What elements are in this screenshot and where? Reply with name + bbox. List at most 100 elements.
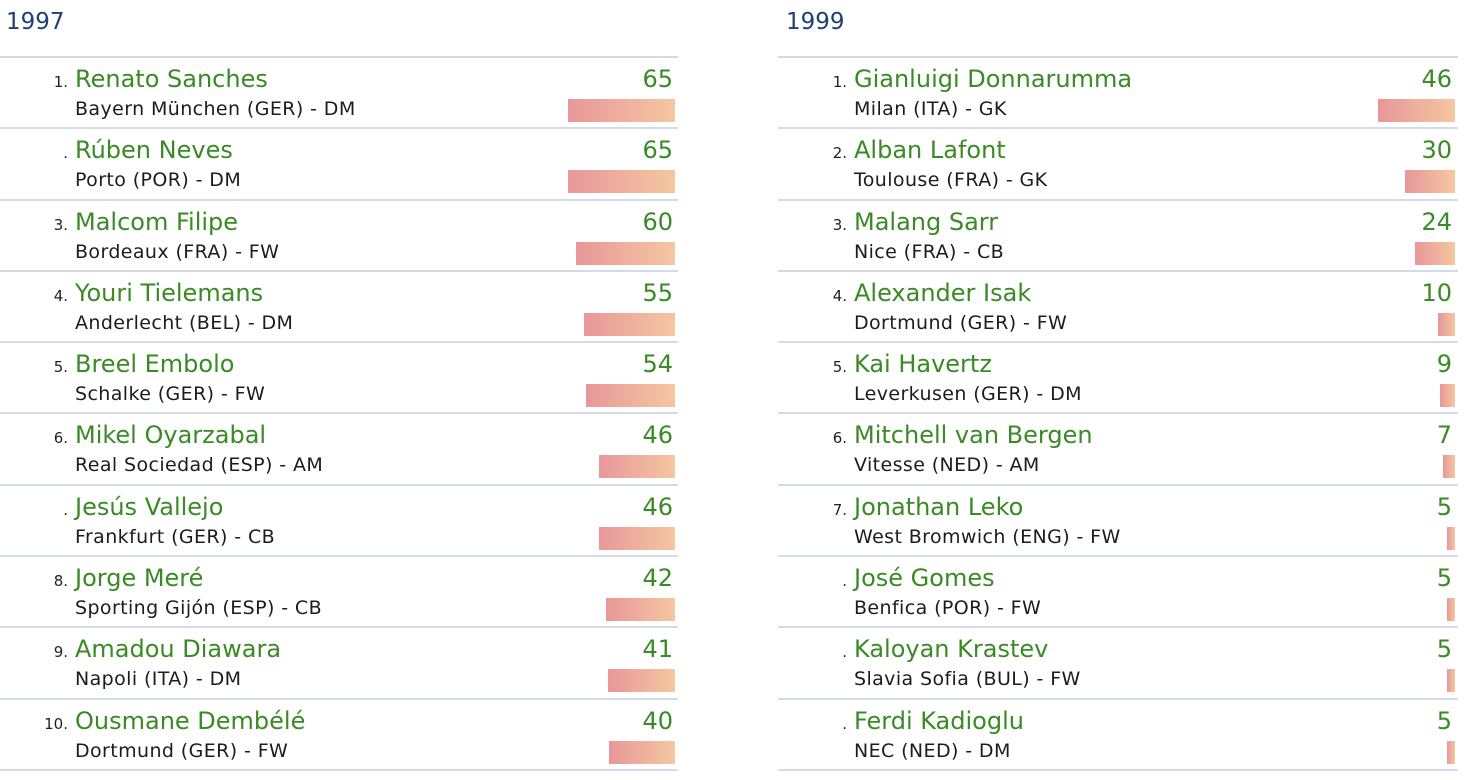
score-bar xyxy=(1440,384,1455,408)
player-rank: 10. xyxy=(44,714,68,733)
player-name[interactable]: Gianluigi Donnarumma xyxy=(854,65,1133,93)
player-row[interactable]: . Kaloyan Krastev Slavia Sofia (BUL) - FW 5 xyxy=(778,628,1458,700)
player-row[interactable]: 5. Kai Havertz Leverkusen (GER) - DM 9 xyxy=(778,343,1458,415)
player-club-position: Vitesse (NED) - AM xyxy=(854,454,1040,477)
score-bar xyxy=(599,526,675,550)
player-name[interactable]: Jesús Vallejo xyxy=(75,492,224,521)
player-rank: . xyxy=(63,144,68,163)
score-bar xyxy=(1415,241,1455,265)
player-rank: . xyxy=(842,572,847,591)
score-bar xyxy=(1447,526,1455,550)
player-rank: 5. xyxy=(832,358,847,377)
player-rank: 7. xyxy=(832,500,847,519)
player-club-position: Anderlecht (BEL) - DM xyxy=(75,311,294,334)
player-score: 5 xyxy=(1436,706,1452,735)
player-name[interactable]: Ferdi Kadioglu xyxy=(854,706,1024,735)
score-bar xyxy=(609,740,675,764)
player-score: 5 xyxy=(1436,564,1452,593)
player-row[interactable]: . Jesús Vallejo Frankfurt (GER) - CB 46 xyxy=(0,486,678,558)
score-bar xyxy=(584,312,675,336)
column-year-heading: 1997 xyxy=(0,0,678,58)
player-rank: 2. xyxy=(832,144,847,163)
player-club-position: NEC (NED) - DM xyxy=(854,739,1011,762)
player-list: 1. Renato Sanches Bayern München (GER) - D… xyxy=(0,58,678,771)
player-row[interactable]: 3. Malang Sarr Nice (FRA) - CB 24 xyxy=(778,201,1458,272)
score-bar xyxy=(586,384,675,408)
player-row[interactable]: . Ferdi Kadioglu NEC (NED) - DM 5 xyxy=(778,700,1458,771)
ranking-column-1997: 1997 1. Renato Sanches Bayern München (GER… xyxy=(0,0,678,771)
player-name[interactable]: Rúben Neves xyxy=(75,136,233,165)
player-rank: 4. xyxy=(53,286,68,305)
player-name[interactable]: Kaloyan Krastev xyxy=(854,635,1049,664)
player-name[interactable]: Youri Tielemans xyxy=(75,278,264,307)
player-row[interactable]: 10. Ousmane Dembélé Dortmund (GER) - FW 40 xyxy=(0,700,678,771)
player-row[interactable]: 8. Jorge Meré Sporting Gijón (ESP) - CB 42 xyxy=(0,557,678,629)
player-rank: 1. xyxy=(832,73,847,91)
score-bar xyxy=(568,170,675,194)
player-score: 55 xyxy=(642,278,673,307)
player-score: 46 xyxy=(642,492,673,521)
player-row[interactable]: 4. Alexander Isak Dortmund (GER) - FW 10 xyxy=(778,272,1458,344)
player-row[interactable]: 3. Malcom Filipe Bordeaux (FRA) - FW 60 xyxy=(0,201,678,272)
player-name[interactable]: Malcom Filipe xyxy=(75,207,239,236)
player-club-position: Napoli (ITA) - DM xyxy=(75,668,242,691)
player-row[interactable]: . José Gomes Benfica (POR) - FW 5 xyxy=(778,557,1458,629)
player-score: 41 xyxy=(642,635,673,664)
player-rank: 4. xyxy=(832,286,847,305)
player-score: 24 xyxy=(1421,207,1452,236)
player-score: 9 xyxy=(1436,350,1452,379)
player-row[interactable]: 4. Youri Tielemans Anderlecht (BEL) - DM 55 xyxy=(0,272,678,344)
player-name[interactable]: Amadou Diawara xyxy=(75,635,282,664)
player-row[interactable]: 6. Mikel Oyarzabal Real Sociedad (ESP) - A… xyxy=(0,414,678,486)
player-score: 5 xyxy=(1436,492,1452,521)
player-name[interactable]: Alban Lafont xyxy=(854,136,1006,165)
score-bar xyxy=(576,241,675,265)
player-row[interactable]: 5. Breel Embolo Schalke (GER) - FW 54 xyxy=(0,343,678,415)
ranking-column-1999: 1999 1. Gianluigi Donnarumma Milan (ITA) -… xyxy=(778,0,1458,771)
player-club-position: Bayern München (GER) - DM xyxy=(75,98,356,120)
player-score: 54 xyxy=(642,350,673,379)
player-row[interactable]: 1. Renato Sanches Bayern München (GER) - D… xyxy=(0,58,678,130)
score-bar xyxy=(568,99,675,122)
player-name[interactable]: Kai Havertz xyxy=(854,350,992,379)
player-name[interactable]: Mikel Oyarzabal xyxy=(75,421,267,450)
player-club-position: Dortmund (GER) - FW xyxy=(854,311,1068,334)
player-club-position: Slavia Sofia (BUL) - FW xyxy=(854,668,1081,691)
player-score: 65 xyxy=(642,136,673,165)
player-score: 46 xyxy=(642,421,673,450)
player-name[interactable]: Jorge Meré xyxy=(75,564,204,593)
player-name[interactable]: José Gomes xyxy=(854,564,995,593)
player-rank: . xyxy=(842,714,847,733)
player-club-position: West Bromwich (ENG) - FW xyxy=(854,525,1121,548)
player-club-position: Dortmund (GER) - FW xyxy=(75,739,289,762)
player-row[interactable]: 1. Gianluigi Donnarumma Milan (ITA) - GK 46 xyxy=(778,58,1458,130)
player-score: 7 xyxy=(1436,421,1452,450)
player-club-position: Nice (FRA) - CB xyxy=(854,240,1005,263)
score-bar xyxy=(1443,455,1455,479)
player-name[interactable]: Mitchell van Bergen xyxy=(854,421,1093,450)
player-score: 46 xyxy=(1421,65,1452,93)
player-score: 30 xyxy=(1421,136,1452,165)
player-club-position: Benfica (POR) - FW xyxy=(854,597,1042,620)
player-row[interactable]: . Rúben Neves Porto (POR) - DM 65 xyxy=(0,129,678,201)
player-row[interactable]: 7. Jonathan Leko West Bromwich (ENG) - FW 5 xyxy=(778,486,1458,558)
player-rank: 8. xyxy=(53,572,68,591)
player-club-position: Frankfurt (GER) - CB xyxy=(75,525,276,548)
player-name[interactable]: Malang Sarr xyxy=(854,207,999,236)
player-row[interactable]: 9. Amadou Diawara Napoli (ITA) - DM 41 xyxy=(0,628,678,700)
player-rank: 6. xyxy=(832,429,847,448)
player-row[interactable]: 6. Mitchell van Bergen Vitesse (NED) - AM 7 xyxy=(778,414,1458,486)
player-rank: 3. xyxy=(53,215,68,234)
player-name[interactable]: Ousmane Dembélé xyxy=(75,706,306,735)
player-club-position: Toulouse (FRA) - GK xyxy=(854,169,1048,192)
player-rank: . xyxy=(63,500,68,519)
player-name[interactable]: Jonathan Leko xyxy=(854,492,1024,521)
player-row[interactable]: 2. Alban Lafont Toulouse (FRA) - GK 30 xyxy=(778,129,1458,201)
player-score: 42 xyxy=(642,564,673,593)
player-name[interactable]: Alexander Isak xyxy=(854,278,1032,307)
column-year-heading: 1999 xyxy=(778,0,1458,58)
player-club-position: Real Sociedad (ESP) - AM xyxy=(75,454,324,477)
player-name[interactable]: Renato Sanches xyxy=(75,65,268,93)
player-rank: 6. xyxy=(53,429,68,448)
player-name[interactable]: Breel Embolo xyxy=(75,350,235,379)
